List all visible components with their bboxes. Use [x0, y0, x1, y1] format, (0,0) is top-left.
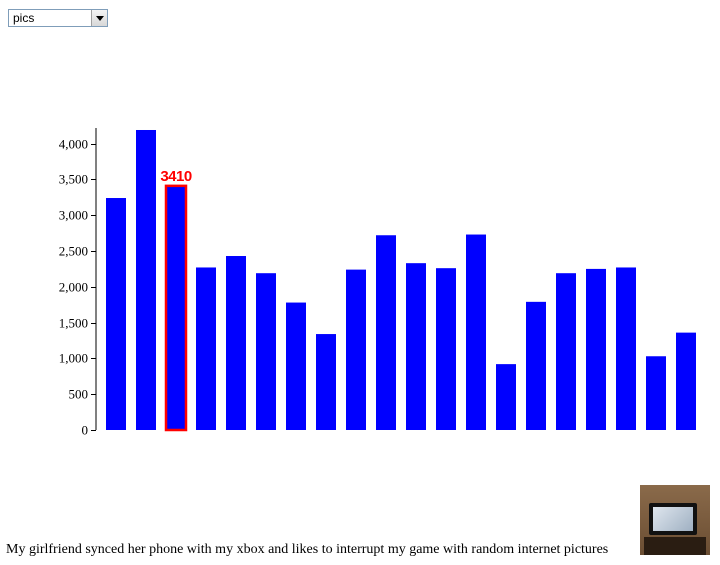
bar[interactable]	[526, 301, 546, 430]
y-tick-label: 1,500	[59, 316, 88, 331]
bar[interactable]	[106, 198, 126, 430]
bar[interactable]	[436, 268, 456, 430]
subreddit-select[interactable]: pics	[8, 9, 108, 27]
bar[interactable]	[616, 267, 636, 430]
bar[interactable]	[376, 235, 396, 430]
bar[interactable]	[136, 129, 156, 430]
bar-highlighted[interactable]	[164, 184, 188, 432]
bar[interactable]	[286, 302, 306, 430]
y-tick-label: 2,500	[59, 244, 88, 259]
tv-photo-thumbnail-icon[interactable]	[640, 485, 710, 555]
y-tick-label: 0	[82, 423, 89, 438]
post-title[interactable]: My girlfriend synced her phone with my x…	[6, 542, 609, 557]
chevron-down-icon[interactable]	[91, 10, 107, 26]
bar-value-label: 3410	[160, 168, 192, 185]
bar[interactable]	[586, 268, 606, 430]
bar[interactable]	[196, 267, 216, 430]
bar[interactable]	[556, 273, 576, 430]
bar[interactable]	[346, 269, 366, 430]
bar[interactable]	[496, 364, 516, 430]
bars	[106, 129, 696, 432]
bar[interactable]	[676, 332, 696, 430]
subreddit-select-value: pics	[13, 11, 35, 25]
y-axis: 0 500 1,000 1,500 2,000 2,500 3,000 3,500 4,000	[59, 128, 97, 438]
bar[interactable]	[226, 256, 246, 430]
bar[interactable]	[646, 356, 666, 430]
bar-chart: 05001,0001,5002,0002,5003,0003,5004,000 …	[59, 128, 696, 438]
y-tick-label: 4,000	[59, 137, 88, 152]
y-tick-label: 1,000	[59, 351, 88, 366]
y-tick-label: 500	[69, 387, 89, 402]
y-tick-label: 3,000	[59, 208, 88, 223]
bar[interactable]	[406, 263, 426, 430]
y-tick-label: 3,500	[59, 172, 88, 187]
data-labels: 3410	[160, 168, 192, 185]
y-tick-label: 2,000	[59, 280, 88, 295]
bar[interactable]	[466, 234, 486, 430]
bar[interactable]	[256, 273, 276, 430]
bar[interactable]	[316, 334, 336, 430]
